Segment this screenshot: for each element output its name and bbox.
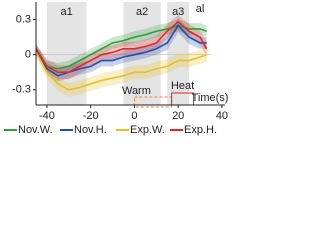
stimulus-label: Warm: [122, 85, 151, 97]
series-line: [35, 24, 207, 70]
legend-label: Nov.H.: [74, 124, 107, 136]
x-axis-label: Time(s): [192, 92, 229, 104]
error-band: [36, 14, 207, 80]
y-tick-label: 0: [25, 49, 31, 61]
x-tick-label: -20: [83, 110, 99, 122]
region-label: a1: [61, 6, 73, 18]
region-label: a3: [172, 6, 184, 18]
y-tick-label: 0.3: [16, 13, 31, 25]
legend-label: Exp.H.: [184, 124, 217, 136]
region-label: a2: [136, 6, 148, 18]
x-tick-label: -40: [39, 110, 55, 122]
series-line: [35, 51, 207, 91]
x-tick-label: 40: [216, 110, 228, 122]
legend-label: Nov.W.: [18, 124, 53, 136]
x-tick-label: 0: [131, 110, 137, 122]
error-band: [36, 18, 207, 82]
error-band: [36, 47, 207, 97]
legend-label: Exp.W.: [130, 124, 165, 136]
series-line: [35, 24, 207, 77]
annotation: al: [196, 3, 205, 15]
y-tick-label: -0.3: [12, 84, 31, 96]
series-line: [35, 20, 208, 74]
stimulus-label: Heat: [171, 80, 194, 92]
x-tick-label: 20: [172, 110, 184, 122]
